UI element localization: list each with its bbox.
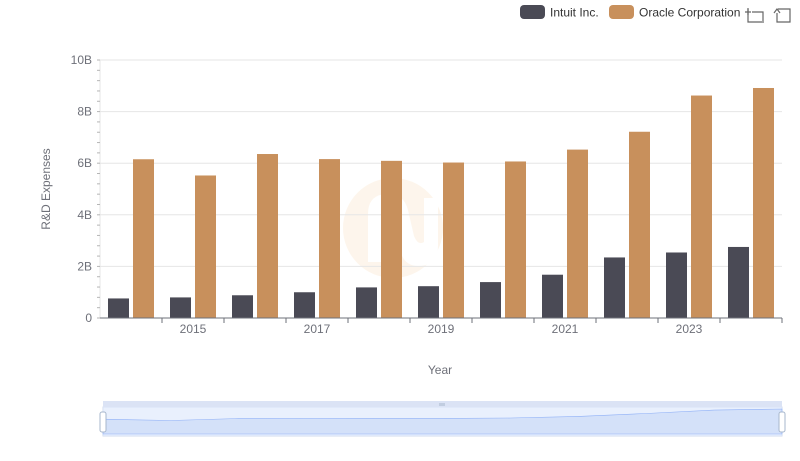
x-tick-label: 2017: [304, 322, 331, 336]
bar-oracle-corporation-2023[interactable]: [691, 95, 712, 318]
x-tick-label: 2021: [552, 322, 579, 336]
restore-icon[interactable]: [773, 8, 791, 23]
y-axis: 0 2B 4B 6B 8B 10B: [71, 53, 101, 325]
legend-item-intuit[interactable]: Intuit Inc.: [520, 5, 599, 20]
legend-label-intuit: Intuit Inc.: [550, 6, 599, 20]
bar-oracle-corporation-2014[interactable]: [133, 159, 154, 318]
legend-label-oracle: Oracle Corporation: [639, 6, 740, 20]
bar-intuit-inc-2017[interactable]: [294, 292, 315, 318]
bar-intuit-inc-2023[interactable]: [666, 252, 687, 318]
bar-oracle-corporation-2017[interactable]: [319, 159, 340, 318]
bar-oracle-corporation-2022[interactable]: [629, 131, 650, 318]
x-axis: 2015 2017 2019 2021 2023: [100, 317, 783, 336]
zoom-icon[interactable]: [745, 8, 764, 23]
bars: [108, 87, 774, 319]
bar-oracle-corporation-2018[interactable]: [381, 160, 402, 318]
bar-intuit-inc-2019[interactable]: [418, 286, 439, 318]
bar-intuit-inc-2022[interactable]: [604, 257, 625, 318]
y-tick-label: 0: [85, 311, 92, 325]
y-tick-label: 4B: [77, 208, 92, 222]
x-tick-label: 2023: [676, 322, 703, 336]
y-axis-title: R&D Expenses: [39, 148, 53, 229]
bar-intuit-inc-2015[interactable]: [170, 297, 191, 318]
y-tick-label: 8B: [77, 105, 92, 119]
data-zoom-slider[interactable]: [99, 401, 786, 437]
bar-oracle-corporation-2024[interactable]: [753, 87, 774, 319]
data-zoom-handle-left[interactable]: [99, 411, 107, 433]
bar-oracle-corporation-2019[interactable]: [443, 162, 464, 318]
legend: Intuit Inc. Oracle Corporation: [520, 5, 740, 20]
x-tick-label: 2015: [180, 322, 207, 336]
bar-intuit-inc-2020[interactable]: [480, 282, 501, 318]
legend-item-oracle[interactable]: Oracle Corporation: [609, 5, 740, 20]
bar-intuit-inc-2016[interactable]: [232, 295, 253, 318]
bar-oracle-corporation-2015[interactable]: [195, 175, 216, 318]
legend-swatch-oracle: [609, 5, 634, 19]
bar-intuit-inc-2021[interactable]: [542, 274, 563, 318]
drag-handle-icon: [439, 403, 445, 406]
data-zoom-handle-right[interactable]: [778, 411, 786, 433]
data-zoom-preview-area: [102, 408, 783, 435]
x-tick-label: 2019: [428, 322, 455, 336]
bar-oracle-corporation-2016[interactable]: [257, 154, 278, 318]
legend-swatch-intuit: [520, 5, 545, 19]
x-axis-title: Year: [428, 363, 452, 377]
y-tick-label: 10B: [71, 53, 92, 67]
y-tick-label: 6B: [77, 156, 92, 170]
bar-intuit-inc-2014[interactable]: [108, 298, 129, 318]
bar-intuit-inc-2018[interactable]: [356, 287, 377, 318]
bar-oracle-corporation-2020[interactable]: [505, 161, 526, 318]
bar-intuit-inc-2024[interactable]: [728, 246, 749, 318]
y-tick-label: 2B: [77, 259, 92, 273]
bar-oracle-corporation-2021[interactable]: [567, 149, 588, 318]
